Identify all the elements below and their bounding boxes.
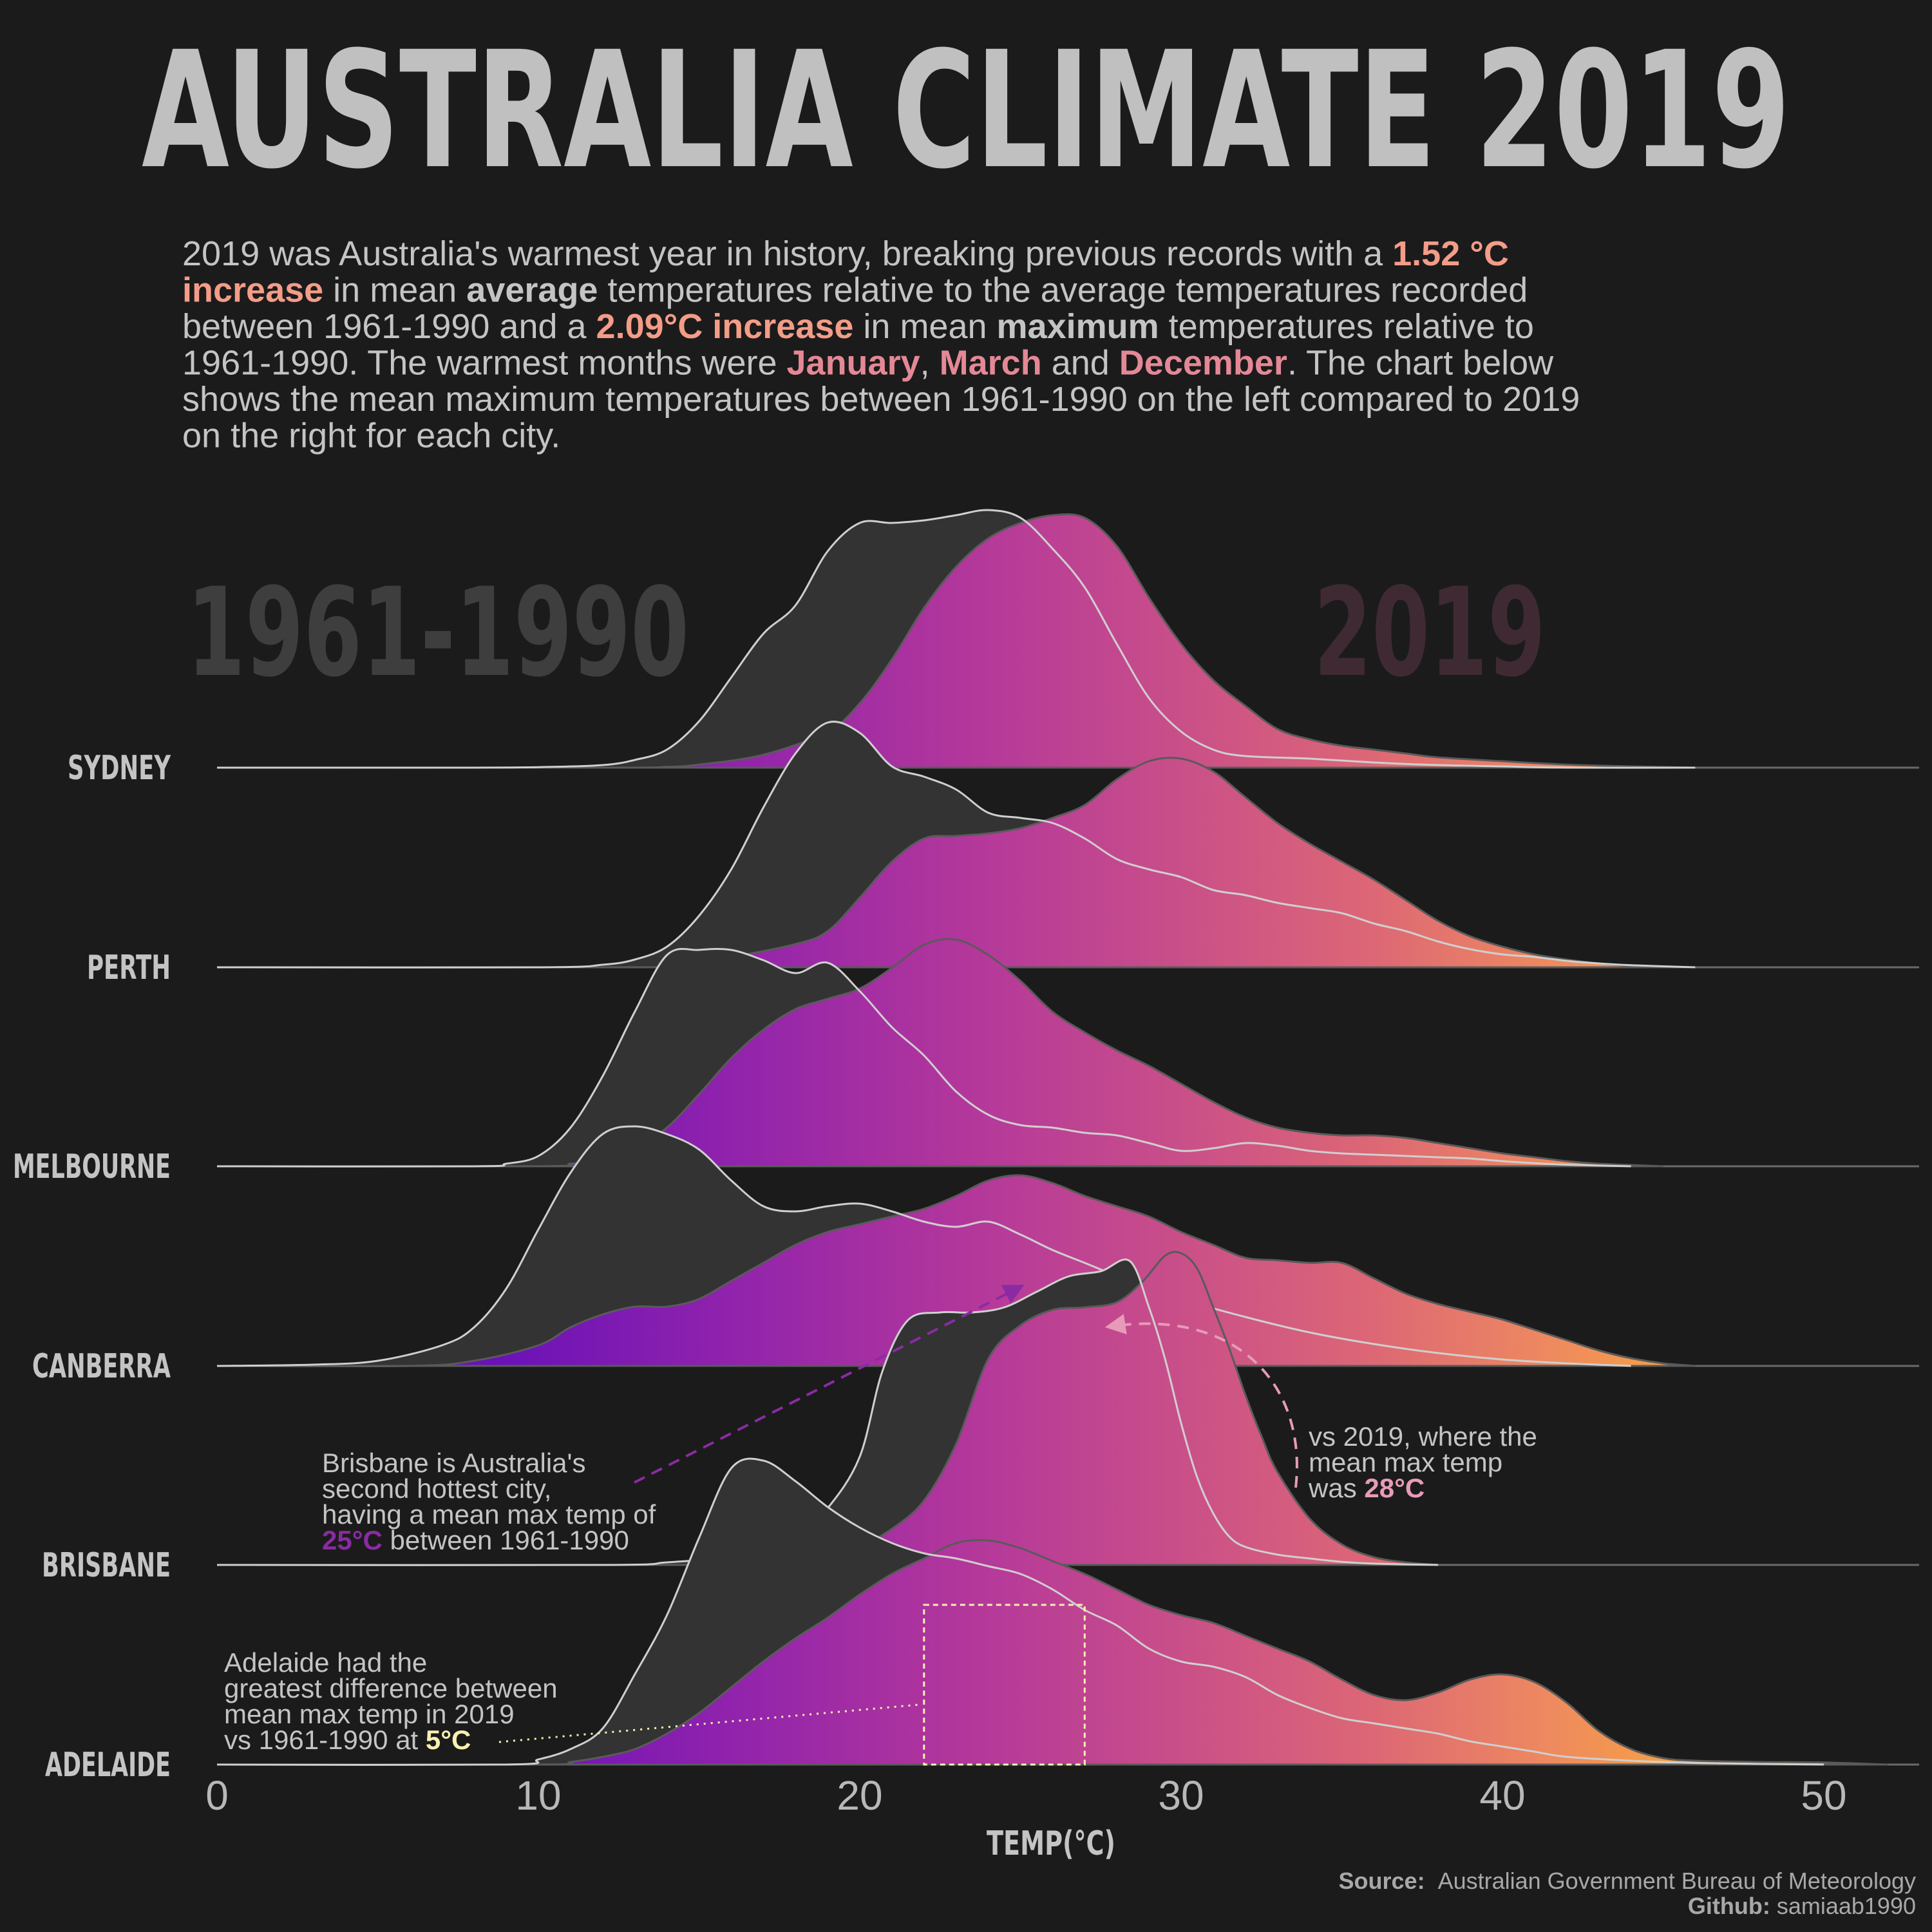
page-title: AUSTRALIA CLIMATE 2019 — [142, 17, 1790, 204]
intro-run: and — [1042, 344, 1119, 383]
x-tick-label: 20 — [837, 1772, 882, 1819]
text-run: 25°C — [322, 1525, 383, 1555]
text-run: was — [1308, 1473, 1364, 1503]
text-run: vs 2019, where the — [1309, 1421, 1537, 1452]
text-run: having a mean max temp of — [322, 1499, 656, 1530]
city-labels: SYDNEY PERTH MELBOURNE CANBERRA BRISBANE ADEL… — [13, 749, 171, 1785]
density-2019-melbourne — [216, 938, 1663, 1168]
period-label-right: 2019 — [1314, 562, 1546, 704]
github-line: Github: samiaab1990 — [1688, 1893, 1916, 1919]
github-text: samiaab1990 — [1777, 1893, 1916, 1919]
x-tick-label: 0 — [205, 1772, 229, 1819]
text-run: vs 1961-1990 at — [224, 1725, 426, 1755]
city-label-sydney: SYDNEY — [68, 749, 171, 788]
intro-run: 1.52 °C — [1392, 234, 1509, 273]
intro-run: , — [920, 344, 940, 383]
arrow-brisbane-2019 — [1104, 1314, 1298, 1488]
intro-run: temperatures relative to the average tem… — [598, 271, 1528, 310]
intro-run: between 1961-1990 and a — [182, 307, 596, 346]
intro-run: maximum — [997, 307, 1159, 346]
intro-run: temperatures relative to — [1159, 307, 1534, 346]
density-2019-canberra — [216, 1174, 1696, 1368]
intro-run: on the right for each city. — [182, 417, 560, 455]
source-label: Source: — [1339, 1868, 1425, 1894]
text-run: second hottest city, — [322, 1473, 551, 1504]
intro-run: March — [940, 344, 1042, 383]
city-label-adelaide: ADELAIDE — [45, 1746, 171, 1785]
annotations: Brisbane is Australia's second hottest ci… — [224, 1285, 1537, 1766]
city-label-perth: PERTH — [87, 949, 171, 987]
intro-run: average — [466, 271, 598, 310]
text-run: mean max temp — [1309, 1447, 1502, 1477]
annotation-brisbane-1961-1990: Brisbane is Australia's second hottest ci… — [322, 1448, 656, 1555]
annotation-brisbane-2019: vs 2019, where the mean max temp was 28°C — [1308, 1421, 1537, 1503]
city-label-melbourne: MELBOURNE — [13, 1148, 171, 1186]
intro-run: 2019 was Australia's warmest year in his… — [182, 234, 1392, 273]
outline-1961-1990-melbourne — [216, 947, 1631, 1168]
outline-1961-1990-adelaide — [216, 1457, 1824, 1766]
source-text: Australian Government Bureau of Meteorol… — [1438, 1868, 1916, 1894]
annotation-adelaide: Adelaide had the greatest difference betw… — [224, 1647, 558, 1755]
intro-run: shows the mean maximum temperatures betw… — [182, 380, 1580, 419]
intro-run: in mean — [853, 307, 996, 346]
text-run: mean max temp in 2019 — [224, 1699, 515, 1729]
text-run: greatest difference between — [224, 1673, 558, 1703]
ridge-adelaide — [216, 1457, 1919, 1766]
x-axis-label: TEMP(°C) — [987, 1824, 1115, 1863]
highlight-box-adelaide — [923, 1604, 1086, 1766]
ridge-melbourne — [216, 938, 1919, 1168]
x-tick-label: 40 — [1479, 1772, 1525, 1819]
intro-run: January — [787, 344, 920, 383]
outline-1961-1990-canberra — [216, 1125, 1631, 1367]
ridges-group — [216, 509, 1919, 1766]
text-run: Adelaide had the — [224, 1647, 427, 1678]
text-run: 5°C — [426, 1725, 471, 1755]
intro-run: in mean — [323, 271, 466, 310]
ridge-brisbane — [216, 1251, 1919, 1566]
outline-1961-1990-perth — [216, 721, 1696, 969]
period-label-left: 1961-1990 — [187, 562, 689, 704]
text-run: 28°C — [1364, 1473, 1425, 1503]
x-tick-label: 30 — [1158, 1772, 1204, 1819]
intro-paragraph: 2019 was Australia's warmest year in his… — [182, 234, 1580, 455]
x-tick-label: 50 — [1801, 1772, 1846, 1819]
github-label: Github: — [1688, 1893, 1770, 1919]
text-run: between 1961-1990 — [383, 1525, 629, 1555]
source-line: Source: Australian Government Bureau of … — [1339, 1868, 1916, 1894]
intro-run: . The chart below — [1287, 344, 1554, 383]
city-label-brisbane: BRISBANE — [42, 1546, 171, 1585]
intro-run: 1961-1990. The warmest months were — [182, 344, 787, 383]
outline-1961-1990-sydney — [216, 509, 1696, 769]
arrow-brisbane-1961-1990 — [634, 1285, 1025, 1484]
city-label-canberra: CANBERRA — [32, 1347, 171, 1386]
intro-run: increase — [182, 271, 323, 310]
density-2019-adelaide — [216, 1539, 1888, 1766]
intro-run: 2.09°C increase — [596, 307, 854, 346]
text-run: Brisbane is Australia's — [322, 1448, 586, 1478]
x-tick-label: 10 — [515, 1772, 561, 1819]
intro-run: December — [1119, 344, 1287, 383]
ridge-sydney — [216, 509, 1919, 769]
density-2019-sydney — [216, 513, 1696, 769]
x-axis: 0 10 20 30 40 50 TEMP(°C) — [205, 1772, 1846, 1863]
